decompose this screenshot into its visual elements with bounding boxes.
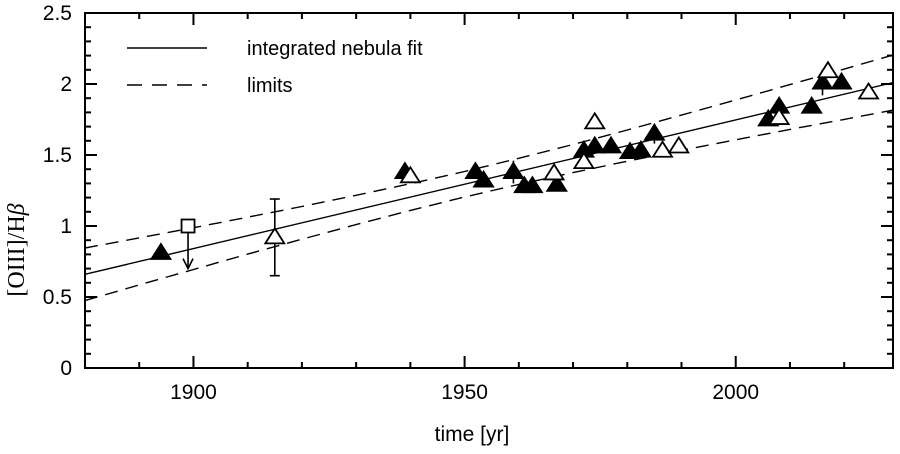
y-tick-label: 0.5	[43, 286, 72, 309]
data-point-open-triangle	[572, 151, 596, 169]
data-point-filled-triangle	[830, 71, 853, 90]
data-point-open-triangle	[651, 140, 674, 158]
x-tick-label: 1950	[441, 381, 488, 404]
data-point-filled-triangle	[629, 140, 652, 158]
data-point-open-triangle	[767, 107, 791, 125]
data-point-filled-triangle	[545, 174, 568, 192]
data-point-filled-triangle	[502, 161, 525, 179]
data-point-open-triangle	[667, 135, 690, 154]
open-triangles	[263, 60, 880, 277]
data-point-filled-triangle	[599, 135, 623, 154]
legend-label: integrated nebula fit	[247, 38, 423, 60]
y-tick-label: 2	[60, 73, 72, 96]
data-point-filled-triangle	[464, 161, 487, 179]
upper-limit-line	[84, 54, 894, 249]
data-point-filled-triangle	[472, 169, 495, 188]
legend-label: limits	[247, 75, 293, 97]
x-axis-label: time [yr]	[435, 423, 510, 446]
data-point-filled-triangle	[521, 175, 544, 194]
data-point-open-square	[180, 218, 196, 234]
data-point-filled-triangle	[643, 123, 666, 141]
y-tick-label: 1	[60, 215, 72, 238]
data-point-open-triangle	[399, 165, 422, 184]
data-point-filled-triangle	[583, 135, 606, 154]
x-tick-label: 2000	[712, 381, 759, 404]
down-arrow-head	[182, 258, 194, 271]
data-point-open-triangle	[857, 81, 880, 100]
data-point-open-triangle	[583, 111, 606, 130]
data-point-filled-triangle	[811, 71, 834, 90]
data-point-open-triangle	[816, 60, 840, 79]
legend: integrated nebula fit limits	[127, 38, 423, 97]
y-tick-label: 0	[60, 357, 72, 380]
x-tick-label: 1900	[170, 381, 217, 404]
data-point-open-triangle	[263, 226, 286, 245]
y-tick-label: 1.5	[43, 144, 72, 167]
data-point-filled-triangle	[149, 242, 173, 260]
filled-triangles	[149, 69, 853, 260]
y-axis-label: [OIII]/Hβ	[4, 203, 30, 296]
data-point-open-triangle	[542, 162, 566, 181]
plot-frame	[84, 12, 894, 369]
y-tick-label: 2.5	[43, 2, 72, 25]
axis-ticks	[85, 13, 893, 368]
lower-limit-line	[84, 109, 894, 302]
data-point-filled-triangle	[800, 96, 823, 114]
upper-limit-square	[180, 218, 196, 271]
